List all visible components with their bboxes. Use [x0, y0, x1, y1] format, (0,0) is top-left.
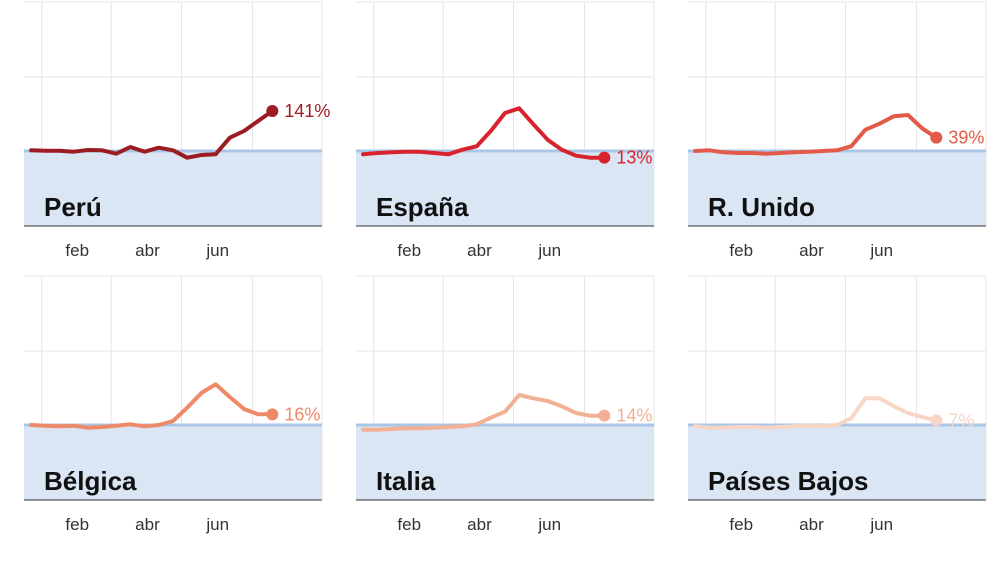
x-tick-label: feb — [729, 241, 753, 260]
x-tick-label: feb — [729, 515, 753, 534]
series-endpoint — [598, 151, 611, 164]
series-line — [693, 396, 939, 430]
end-value-label: 14% — [616, 406, 652, 426]
end-value-label: 7% — [948, 410, 974, 430]
panel-1: feb abr jun 141% Perú — [24, 1, 330, 260]
panel-title: España — [376, 192, 469, 222]
end-value-label: 13% — [616, 148, 652, 168]
x-tick-label: jun — [205, 515, 229, 534]
x-tick-label: jun — [205, 241, 229, 260]
series-endpoint — [598, 409, 611, 422]
series-endpoint — [930, 414, 943, 427]
end-value-label: 16% — [284, 404, 320, 424]
below-baseline-area — [24, 425, 322, 500]
series-line — [29, 382, 275, 430]
panel-title: Países Bajos — [708, 466, 868, 496]
series-line — [361, 393, 607, 432]
panel-title: Italia — [376, 466, 436, 496]
below-baseline-area — [688, 425, 986, 500]
x-tick-label: feb — [65, 241, 89, 260]
series-endpoint — [266, 408, 279, 421]
end-value-label: 39% — [948, 128, 984, 148]
series-line — [361, 106, 607, 160]
x-tick-label: feb — [65, 515, 89, 534]
series-line — [693, 113, 939, 156]
panel-title: Perú — [44, 192, 102, 222]
series-line — [29, 109, 275, 160]
below-baseline-area — [356, 425, 654, 500]
below-baseline-area — [24, 151, 322, 226]
x-tick-label: jun — [537, 515, 561, 534]
x-tick-label: abr — [135, 241, 160, 260]
panel-title: Bélgica — [44, 466, 137, 496]
panel-5: feb abr jun 14% Italia — [356, 275, 655, 534]
panel-2: feb abr jun 13% España — [356, 1, 655, 260]
x-tick-label: jun — [537, 241, 561, 260]
panel-title: R. Unido — [708, 192, 815, 222]
below-baseline-area — [688, 151, 986, 226]
x-tick-label: abr — [467, 515, 492, 534]
series-endpoint — [266, 105, 279, 117]
panel-4: feb abr jun 16% Bélgica — [24, 275, 323, 534]
x-tick-label: feb — [397, 241, 421, 260]
end-value-label: 141% — [284, 101, 330, 121]
x-tick-label: abr — [799, 515, 824, 534]
panel-6: feb abr jun 7% Países Bajos — [688, 275, 987, 534]
panel-3: feb abr jun 39% R. Unido — [688, 1, 987, 260]
x-tick-label: feb — [397, 515, 421, 534]
series-endpoint — [930, 131, 943, 144]
x-tick-label: jun — [869, 241, 893, 260]
x-tick-label: jun — [869, 515, 893, 534]
x-tick-label: abr — [135, 515, 160, 534]
x-tick-label: abr — [467, 241, 492, 260]
x-tick-label: abr — [799, 241, 824, 260]
